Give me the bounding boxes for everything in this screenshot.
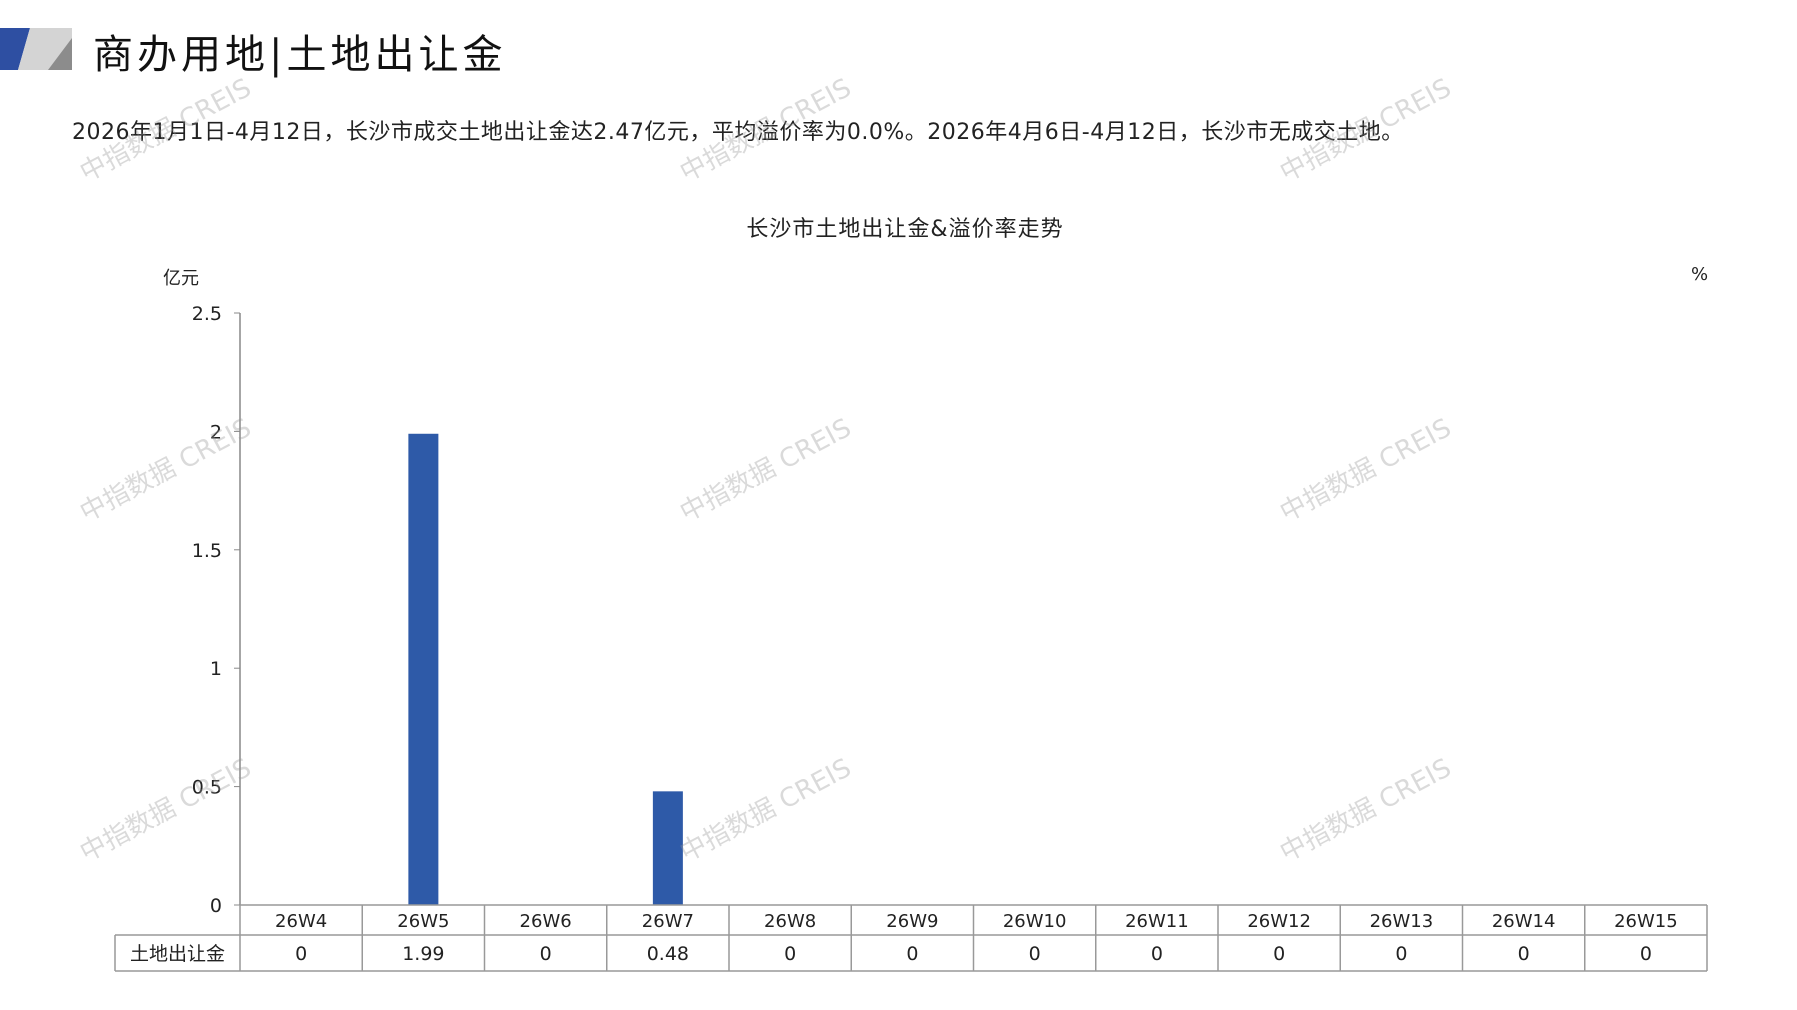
logo-shape	[0, 28, 72, 70]
y-axis-unit: 亿元	[163, 268, 199, 289]
y-tick-label: 2	[210, 421, 222, 443]
data-label: 0	[540, 943, 552, 965]
x-tick-label: 26W6	[520, 911, 572, 932]
data-label: 0	[1029, 943, 1041, 965]
x-tick-label: 26W15	[1614, 911, 1678, 932]
data-label: 0	[1151, 943, 1163, 965]
data-label: 0	[1273, 943, 1285, 965]
summary-text: 2026年1月1日-4月12日，长沙市成交土地出让金达2.47亿元，平均溢价率为…	[72, 120, 1404, 145]
data-label: 0	[1395, 943, 1407, 965]
data-label: 0	[784, 943, 796, 965]
data-label: 0	[295, 943, 307, 965]
y-tick-label: 1	[210, 658, 222, 680]
x-tick-label: 26W10	[1003, 911, 1067, 932]
data-label: 0	[1518, 943, 1530, 965]
y2-axis-unit: %	[1691, 264, 1709, 285]
data-label: 0.48	[647, 943, 689, 965]
y-tick-label: 2.5	[192, 303, 222, 325]
bar	[652, 791, 683, 905]
page-title: 商办用地|土地出让金	[93, 32, 507, 78]
x-tick-label: 26W13	[1370, 911, 1434, 932]
x-tick-label: 26W14	[1492, 911, 1556, 932]
data-label: 1.99	[402, 943, 444, 965]
x-tick-label: 26W5	[397, 911, 449, 932]
legend-series-label: 土地出让金	[130, 943, 225, 965]
x-tick-label: 26W11	[1125, 911, 1189, 932]
x-tick-label: 26W9	[886, 911, 938, 932]
x-tick-label: 26W7	[642, 911, 694, 932]
data-label: 0	[1640, 943, 1652, 965]
y-tick-label: 1.5	[192, 540, 222, 562]
y-tick-label: 0.5	[192, 777, 222, 799]
data-label: 0	[906, 943, 918, 965]
chart-title: 长沙市土地出让金&溢价率走势	[746, 217, 1064, 242]
bar	[408, 433, 439, 905]
y-tick-label: 0	[210, 895, 222, 917]
x-tick-label: 26W8	[764, 911, 816, 932]
x-tick-label: 26W4	[275, 911, 327, 932]
x-tick-label: 26W12	[1247, 911, 1311, 932]
